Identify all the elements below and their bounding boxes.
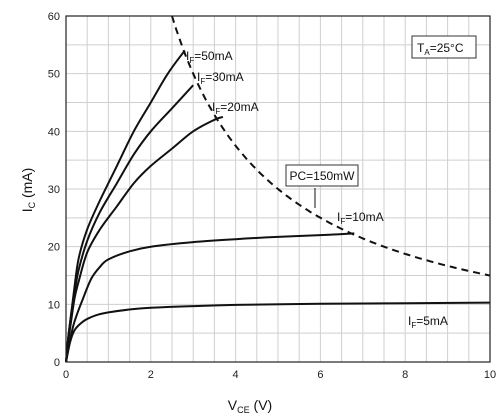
pc-limit: PC=150mW (171, 15, 491, 277)
x-tick-label: 8 (402, 369, 408, 381)
x-tick-label: 0 (63, 369, 69, 381)
tick-labels: 0 2 4 6 8 10 0 10 20 30 40 50 60 (48, 11, 496, 381)
series-label: IF=30mA (197, 70, 244, 86)
x-tick-label: 10 (484, 369, 496, 381)
x-axis-title: VCE (V) (228, 397, 272, 415)
series-line (65, 115, 224, 363)
series-label: IF=20mA (212, 100, 259, 116)
curve-labels: IF=50mA IF=30mA IF=20mA IF=10mA IF=5mA (186, 49, 448, 330)
pc-label: PC=150mW (289, 169, 355, 183)
x-tick-label: 4 (233, 369, 239, 381)
series-line (65, 50, 186, 363)
pc-limit-curve (171, 15, 491, 277)
series-label: IF=5mA (408, 314, 448, 330)
series-label: IF=50mA (186, 49, 233, 65)
series-line (65, 301, 491, 363)
y-tick-label: 40 (48, 126, 60, 138)
series-label: IF=10mA (337, 210, 384, 226)
y-axis-title: IC (mA) (19, 168, 37, 213)
y-tick-label: 0 (54, 357, 60, 369)
plot-border (65, 15, 491, 363)
y-tick-label: 50 (48, 69, 60, 81)
y-tick-label: 20 (48, 242, 60, 254)
y-tick-label: 60 (48, 11, 60, 23)
y-tick-label: 30 (48, 184, 60, 196)
x-tick-label: 2 (148, 369, 154, 381)
curves (65, 50, 491, 363)
ta-annotation-box (411, 35, 477, 59)
plot-frame (65, 15, 491, 363)
ta-annotation: TA=25°C (411, 35, 477, 59)
x-tick-label: 6 (317, 369, 323, 381)
y-tick-label: 10 (48, 299, 60, 311)
ta-annotation-text: TA=25°C (417, 41, 464, 57)
series-line (65, 232, 355, 363)
pc-label-box (285, 164, 359, 187)
